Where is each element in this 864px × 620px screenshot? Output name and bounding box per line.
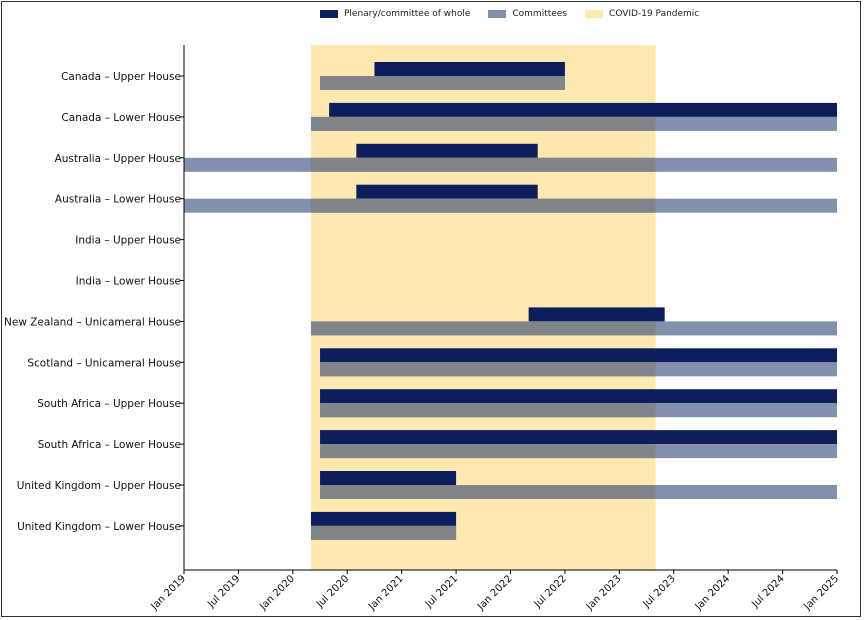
legend: Plenary/committee of whole Committees CO… — [320, 6, 717, 22]
legend-label-committees: Committees — [512, 9, 568, 19]
legend-item-covid: COVID-19 Pandemic — [585, 9, 699, 19]
legend-swatch-covid — [585, 10, 604, 18]
legend-label-covid: COVID-19 Pandemic — [609, 9, 700, 19]
legend-label-plenary: Plenary/committee of whole — [344, 9, 471, 19]
legend-item-plenary: Plenary/committee of whole — [320, 9, 470, 19]
legend-item-committees: Committees — [488, 9, 567, 19]
legend-swatch-plenary — [320, 10, 338, 18]
legend-swatch-committees — [488, 10, 507, 18]
